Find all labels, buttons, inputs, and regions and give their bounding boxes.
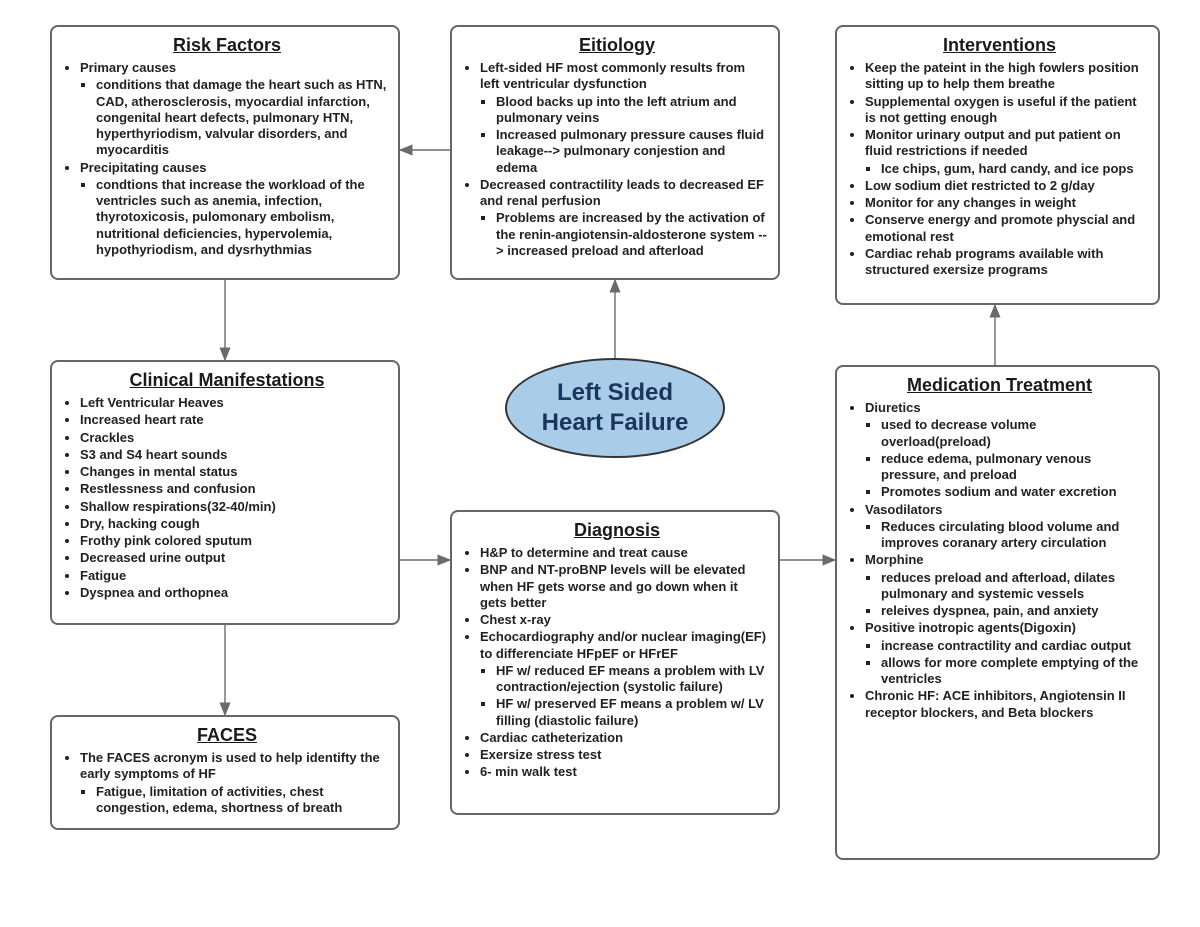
list-item: VasodilatorsReduces circulating blood vo… [865,502,1148,552]
box-content: Keep the pateint in the high fowlers pos… [851,60,1148,278]
box-title: Medication Treatment [851,375,1148,396]
list-item: Conserve energy and promote physcial and… [865,212,1148,245]
center-title-line2: Heart Failure [542,408,689,438]
sublist: Problems are increased by the activation… [480,210,768,259]
list-item: Problems are increased by the activation… [496,210,768,259]
box-diagnosis: Diagnosis H&P to determine and treat cau… [450,510,780,815]
sublist: conditions that damage the heart such as… [80,77,388,158]
box-faces: FACES The FACES acronym is used to help … [50,715,400,830]
list-item: Exersize stress test [480,747,768,763]
list-item: Restlessness and confusion [80,481,388,497]
center-topic: Left Sided Heart Failure [505,358,725,458]
list-item: Dry, hacking cough [80,516,388,532]
list-item: Monitor for any changes in weight [865,195,1148,211]
list-item: Increased pulmonary pressure causes flui… [496,127,768,176]
list-item: Morphinereduces preload and afterload, d… [865,552,1148,619]
list-item: HF w/ reduced EF means a problem with LV… [496,663,768,696]
box-medication-treatment: Medication Treatment Diureticsused to de… [835,365,1160,860]
sublist: Fatigue, limitation of activities, chest… [80,784,388,817]
list-item: Reduces circulating blood volume and imp… [881,519,1148,552]
list-item: Left-sided HF most commonly results from… [480,60,768,176]
sublist: used to decrease volume overload(preload… [865,417,1148,500]
list-item: Chronic HF: ACE inhibitors, Angiotensin … [865,688,1148,721]
list-item: Decreased urine output [80,550,388,566]
list-item: Left Ventricular Heaves [80,395,388,411]
sublist: reduces preload and afterload, dilates p… [865,570,1148,620]
sublist: condtions that increase the workload of … [80,177,388,258]
list-item: BNP and NT-proBNP levels will be elevate… [480,562,768,611]
list-item: Increased heart rate [80,412,388,428]
list-item: reduces preload and afterload, dilates p… [881,570,1148,603]
list-item: Promotes sodium and water excretion [881,484,1148,500]
list-item: allows for more complete emptying of the… [881,655,1148,688]
list-item: Positive inotropic agents(Digoxin)increa… [865,620,1148,687]
list-item: Primary causesconditions that damage the… [80,60,388,159]
sublist: Blood backs up into the left atrium and … [480,94,768,176]
list-item: Keep the pateint in the high fowlers pos… [865,60,1148,93]
box-title: Eitiology [466,35,768,56]
list-item: Crackles [80,430,388,446]
list-item: reduce edema, pulmonary venous pressure,… [881,451,1148,484]
list-item: Chest x-ray [480,612,768,628]
list-item: Changes in mental status [80,464,388,480]
list-item: Frothy pink colored sputum [80,533,388,549]
center-title-line1: Left Sided [557,378,673,408]
box-content: Primary causesconditions that damage the… [66,60,388,258]
list-item: Blood backs up into the left atrium and … [496,94,768,127]
list-item: Fatigue [80,568,388,584]
list-item: increase contractility and cardiac outpu… [881,638,1148,654]
list-item: Dyspnea and orthopnea [80,585,388,601]
box-title: FACES [66,725,388,746]
list-item: 6- min walk test [480,764,768,780]
list-item: used to decrease volume overload(preload… [881,417,1148,450]
list-item: Diureticsused to decrease volume overloa… [865,400,1148,501]
list-item: condtions that increase the workload of … [96,177,388,258]
box-interventions: Interventions Keep the pateint in the hi… [835,25,1160,305]
list-item: Cardiac catheterization [480,730,768,746]
box-content: Diureticsused to decrease volume overloa… [851,400,1148,721]
sublist: HF w/ reduced EF means a problem with LV… [480,663,768,729]
box-content: Left-sided HF most commonly results from… [466,60,768,259]
sublist: Reduces circulating blood volume and imp… [865,519,1148,552]
list-item: conditions that damage the heart such as… [96,77,388,158]
box-title: Diagnosis [466,520,768,541]
list-item: Echocardiography and/or nuclear imaging(… [480,629,768,729]
list-item: Low sodium diet restricted to 2 g/day [865,178,1148,194]
box-risk-factors: Risk Factors Primary causesconditions th… [50,25,400,280]
box-clinical-manifestations: Clinical Manifestations Left Ventricular… [50,360,400,625]
list-item: Ice chips, gum, hard candy, and ice pops [881,161,1148,177]
list-item: HF w/ preserved EF means a problem w/ LV… [496,696,768,729]
list-item: Fatigue, limitation of activities, chest… [96,784,388,817]
list-item: Supplemental oxygen is useful if the pat… [865,94,1148,127]
box-title: Risk Factors [66,35,388,56]
list-item: Monitor urinary output and put patient o… [865,127,1148,177]
list-item: S3 and S4 heart sounds [80,447,388,463]
list-item: The FACES acronym is used to help identi… [80,750,388,816]
list-item: Decreased contractility leads to decreas… [480,177,768,259]
box-content: H&P to determine and treat causeBNP and … [466,545,768,781]
list-item: Precipitating causescondtions that incre… [80,160,388,259]
list-item: H&P to determine and treat cause [480,545,768,561]
box-title: Interventions [851,35,1148,56]
box-title: Clinical Manifestations [66,370,388,391]
list-item: releives dyspnea, pain, and anxiety [881,603,1148,619]
list-item: Shallow respirations(32-40/min) [80,499,388,515]
box-content: Left Ventricular HeavesIncreased heart r… [66,395,388,601]
sublist: increase contractility and cardiac outpu… [865,638,1148,688]
list-item: Cardiac rehab programs available with st… [865,246,1148,279]
box-eitiology: Eitiology Left-sided HF most commonly re… [450,25,780,280]
box-content: The FACES acronym is used to help identi… [66,750,388,816]
sublist: Ice chips, gum, hard candy, and ice pops [865,161,1148,177]
